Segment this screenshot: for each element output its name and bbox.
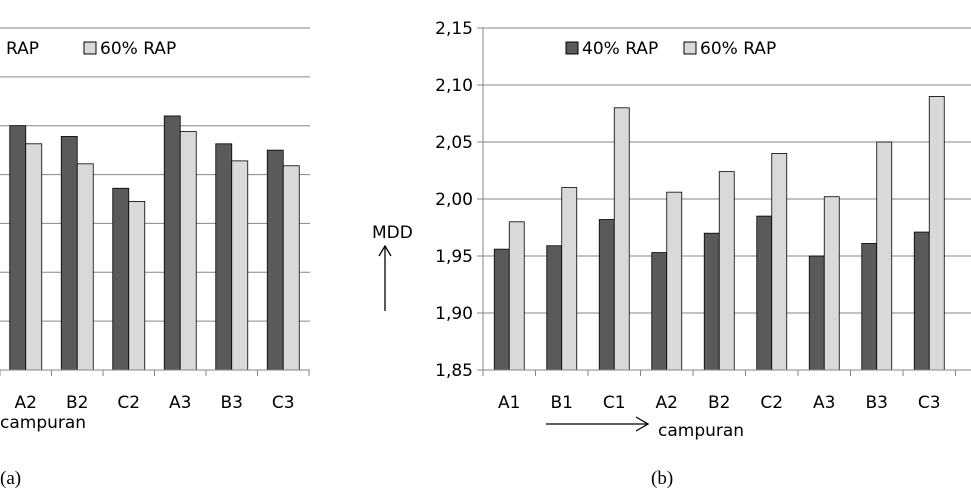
- panel-a-x-ticks: [0, 370, 310, 376]
- panel-b-bar-40: [546, 245, 563, 371]
- panel-b-y-tick-label: 1,85: [435, 361, 473, 381]
- panel-a-bar-40: [9, 125, 27, 371]
- panel-a-category-label: C3: [272, 393, 295, 413]
- panel-b-bar-40: [703, 232, 720, 371]
- panel-b-bar-40: [651, 252, 668, 371]
- panel-b-y-tick-label: 2,15: [435, 19, 473, 39]
- panel-b-bar-40: [493, 248, 510, 371]
- panel-b-y-axis-title: MDD: [372, 223, 413, 243]
- panel-b-legend-label-40: 40% RAP: [582, 39, 658, 59]
- panel-a-legend: RAP 60% RAP: [6, 39, 176, 59]
- panel-a-bar-40: [60, 136, 78, 371]
- panel-b-bar-40: [861, 243, 878, 371]
- panel-a-bar-60: [231, 160, 249, 371]
- panel-b-legend-swatch-40: [565, 41, 579, 55]
- panel-b-bar-60: [823, 196, 840, 371]
- panel-a-label: (a): [0, 468, 21, 489]
- panel-b-category-label: C1: [603, 393, 626, 413]
- panel-a-bar-60: [76, 163, 94, 371]
- panel-b-label: (b): [651, 468, 673, 489]
- chart-panel-b: 1,85 1,90 1,95 2,00 2,05 2,10 2,15 A1 B1 C1 A2 B2 C…: [372, 19, 971, 489]
- panel-a-bar-40: [266, 149, 284, 371]
- panel-a-bar-60: [179, 131, 197, 371]
- panel-a-x-axis-title: campuran: [0, 413, 86, 433]
- panel-b-bar-60: [666, 191, 683, 371]
- panel-b-bar-60: [928, 96, 945, 371]
- panel-b-legend-swatch-60: [683, 41, 697, 55]
- panel-a-category-labels: A2 B2 C2 A3 B3 C3: [15, 393, 295, 413]
- panel-b-category-label: C3: [918, 393, 941, 413]
- panel-b-y-tick-labels: 1,85 1,90 1,95 2,00 2,05 2,10 2,15: [435, 19, 473, 381]
- panel-b-y-axis-arrow: [378, 244, 392, 311]
- panel-b-bar-40: [913, 231, 930, 371]
- panel-a-bar-40: [215, 143, 233, 371]
- panel-a-bar-60: [282, 165, 300, 371]
- panel-a-bar-60: [25, 143, 43, 371]
- panel-b-category-label: A3: [813, 393, 835, 413]
- panel-a-category-label: A2: [15, 393, 37, 413]
- panel-a-bar-40: [163, 115, 181, 371]
- panel-b-x-ticks: [482, 370, 956, 376]
- panel-b-legend: 40% RAP 60% RAP: [565, 39, 776, 59]
- panel-b-x-axis-arrow: [546, 416, 650, 432]
- panel-a-category-label: B3: [221, 393, 243, 413]
- panel-b-y-tick-label: 2,05: [435, 133, 473, 153]
- panel-a-category-label: B2: [66, 393, 88, 413]
- panel-b-category-label: B2: [708, 393, 730, 413]
- panel-a-gridlines: [0, 27, 310, 322]
- panel-a-category-label: C2: [117, 393, 140, 413]
- panel-b-bar-60: [876, 141, 893, 371]
- panel-b-bar-40: [808, 255, 825, 371]
- panel-a-bar-40: [112, 187, 130, 371]
- panel-b-category-labels: A1 B1 C1 A2 B2 C2 A3 B3 C3: [498, 393, 941, 413]
- panel-b-bar-60: [613, 107, 630, 371]
- panel-b-y-tick-label: 1,90: [435, 304, 473, 324]
- chart-panel-a: A2 B2 C2 A3 B3 C3 RAP 60% RAP campuran (a): [0, 27, 310, 489]
- panel-b-bars: [493, 96, 945, 371]
- panel-b-y-tick-label: 2,00: [435, 190, 473, 210]
- panel-a-bar-60: [128, 201, 146, 371]
- panel-a-legend-swatch-60: [83, 41, 97, 55]
- panel-b-legend-label-60: 60% RAP: [700, 39, 776, 59]
- panel-b-bar-60: [718, 171, 735, 371]
- panel-b-y-tick-label: 2,10: [435, 76, 473, 96]
- panel-a-category-label: A3: [169, 393, 191, 413]
- panel-a-legend-label-60: 60% RAP: [100, 39, 176, 59]
- panel-a-bars: [9, 115, 300, 371]
- panel-a-legend-label-40: RAP: [6, 39, 39, 59]
- panel-b-y-tick-label: 1,95: [435, 247, 473, 267]
- panel-b-bar-60: [561, 187, 578, 371]
- panel-b-category-label: A1: [498, 393, 520, 413]
- panel-b-category-label: B1: [551, 393, 573, 413]
- panel-b-bar-60: [508, 221, 525, 371]
- panel-b-bar-40: [598, 219, 615, 371]
- panel-b-category-label: A2: [656, 393, 678, 413]
- panel-b-bar-40: [756, 215, 773, 371]
- panel-b-x-axis-title: campuran: [658, 421, 744, 441]
- panel-b-category-label: C2: [760, 393, 783, 413]
- panel-b-bar-60: [771, 152, 788, 371]
- panel-b-category-label: B3: [866, 393, 888, 413]
